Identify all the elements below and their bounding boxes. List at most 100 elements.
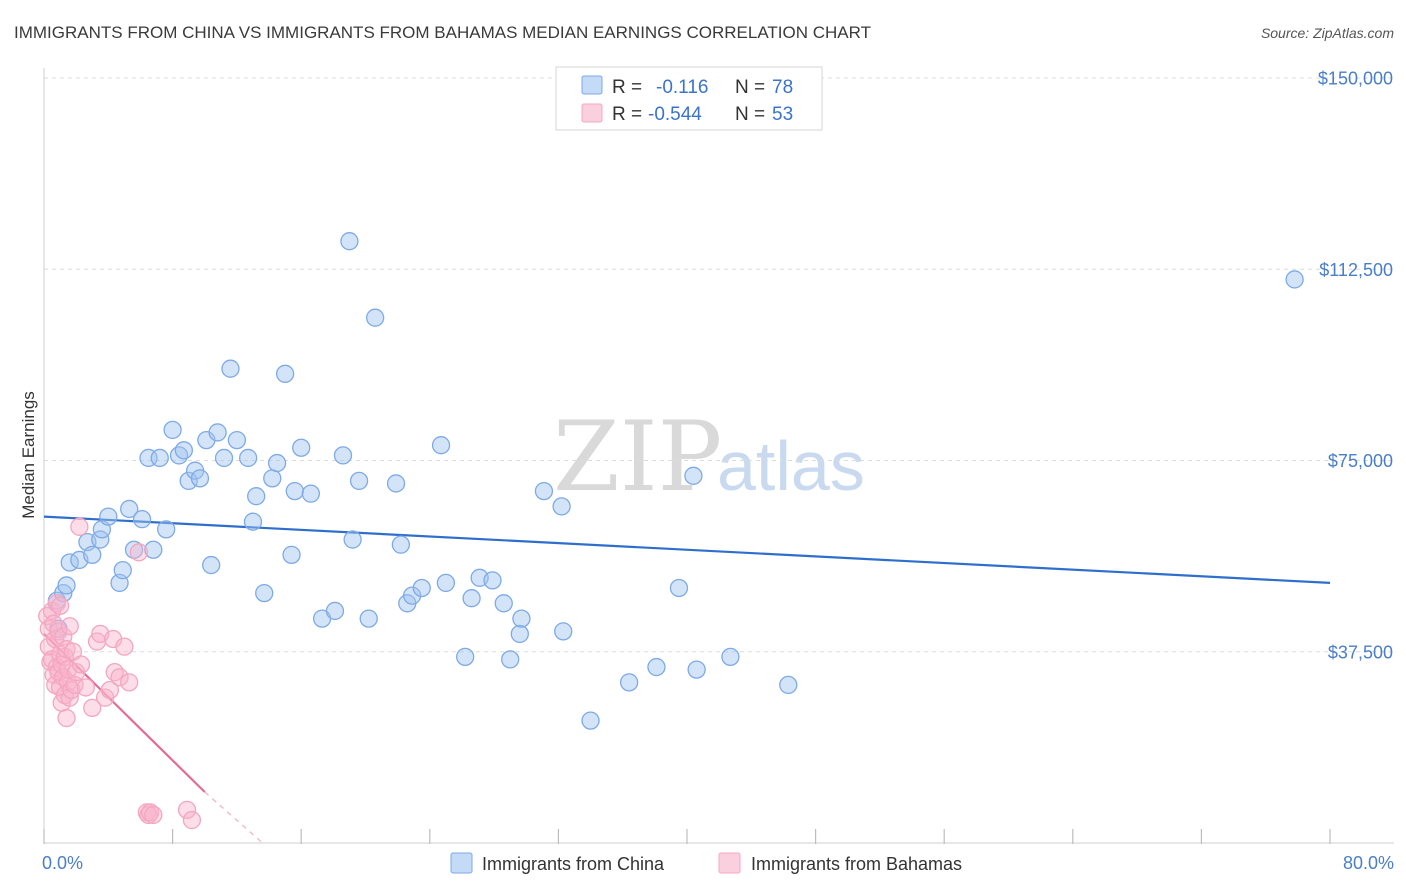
legend-n-label-china: N = [735, 77, 765, 98]
china-point [202, 555, 221, 575]
china-point [669, 578, 689, 598]
china-point [99, 507, 118, 526]
series-legend: Immigrants from China Immigrants from Ba… [450, 852, 962, 874]
china-point [391, 535, 411, 554]
china-point [684, 466, 703, 485]
bahamas-point [70, 517, 89, 536]
china-point [554, 622, 573, 641]
legend-n-value-china: 78 [772, 77, 793, 98]
china-point [552, 497, 571, 516]
series-bahamas-points [38, 517, 202, 830]
china-point [174, 441, 194, 460]
y-tick-label: $75,000 [1328, 451, 1393, 471]
china-point [619, 673, 639, 692]
china-point [462, 589, 481, 608]
china-point [325, 601, 345, 621]
china-point [581, 711, 600, 730]
bahamas-point [129, 543, 148, 562]
y-tick-labels: $37,500 $75,000 $112,500 $150,000 [1318, 69, 1393, 663]
y-tick-label: $150,000 [1318, 69, 1393, 89]
china-point [483, 571, 502, 590]
trend-line-bahamas-extension [204, 791, 264, 844]
china-point [221, 359, 240, 378]
trend-line-china [43, 515, 1331, 584]
series-legend-label-bahamas: Immigrants from Bahamas [751, 854, 962, 874]
china-point [120, 499, 139, 519]
bahamas-point [120, 673, 139, 692]
china-point [132, 510, 152, 529]
bahamas-point [83, 698, 102, 717]
china-point [340, 232, 359, 251]
china-point [534, 481, 554, 501]
china-point [285, 481, 304, 501]
series-legend-label-china: Immigrants from China [482, 854, 665, 874]
bahamas-point [57, 708, 76, 728]
china-point [501, 650, 520, 669]
bahamas-point [62, 680, 81, 700]
china-point [647, 657, 666, 677]
china-point [83, 545, 102, 564]
legend-r-value-china: -0.116 [656, 77, 708, 98]
series-china-points [47, 232, 1304, 730]
grid [44, 77, 1394, 653]
china-point [1285, 270, 1304, 289]
x-tick-min: 0.0% [42, 853, 83, 873]
china-point [365, 308, 385, 327]
china-point [512, 609, 531, 628]
china-point [436, 573, 456, 593]
china-point [163, 420, 182, 440]
bahamas-point [140, 803, 160, 822]
bahamas-point [60, 617, 79, 636]
bahamas-point [50, 596, 70, 615]
bahamas-point [47, 594, 67, 613]
china-point [214, 448, 234, 468]
china-point [179, 471, 198, 491]
bahamas-point [76, 678, 95, 697]
china-point [247, 487, 266, 506]
x-tick-max: 80.0% [1343, 853, 1394, 873]
axes [43, 68, 1394, 844]
china-point [124, 540, 144, 559]
china-point [267, 453, 287, 473]
china-point [144, 540, 163, 559]
series-legend-swatch-bahamas [718, 852, 741, 874]
china-point [412, 578, 431, 598]
bahamas-point [110, 668, 129, 687]
bahamas-point [182, 810, 202, 830]
china-point [57, 576, 76, 595]
legend-r-label-china: R = [612, 77, 642, 98]
legend-swatch-bahamas [581, 103, 603, 123]
china-point [721, 647, 740, 666]
china-point [333, 446, 353, 465]
legend-r-label-bahamas: R = [612, 104, 642, 125]
china-point [402, 586, 422, 605]
legend-swatch-china [581, 75, 603, 95]
watermark: ZIP atlas [553, 401, 865, 513]
chart-title: IMMIGRANTS FROM CHINA VS IMMIGRANTS FROM… [14, 23, 871, 42]
y-tick-label: $112,500 [1319, 260, 1393, 280]
china-point [255, 583, 274, 603]
legend-r-value-bahamas: -0.544 [648, 104, 702, 125]
china-point [157, 520, 176, 539]
china-point [292, 438, 311, 457]
china-point [243, 512, 263, 531]
china-point [431, 436, 451, 455]
bahamas-point [144, 805, 163, 825]
legend-n-label-bahamas: N = [735, 104, 765, 125]
china-point [301, 484, 320, 503]
china-point [510, 624, 529, 644]
china-point [494, 594, 513, 613]
chart-source: Source: ZipAtlas.com [1261, 25, 1394, 41]
china-point [190, 469, 210, 488]
china-point [150, 448, 169, 468]
china-point [349, 471, 369, 491]
bahamas-point [71, 655, 91, 674]
stats-legend: R = -0.116 N = 78 R = -0.544 N = 53 [555, 66, 823, 131]
china-point [343, 530, 362, 549]
watermark-zip: ZIP [553, 401, 722, 513]
legend-n-value-bahamas: 53 [772, 104, 793, 125]
china-point [282, 545, 301, 564]
china-point [263, 469, 282, 488]
china-point [779, 675, 798, 695]
